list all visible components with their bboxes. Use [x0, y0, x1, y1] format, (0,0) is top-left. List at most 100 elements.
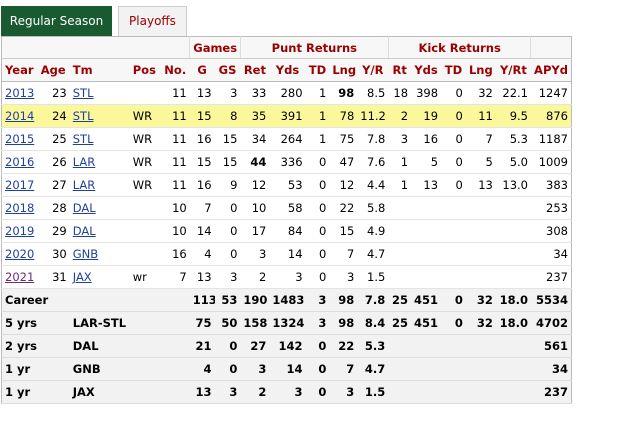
pr-ret-cell: 33 [240, 81, 270, 105]
g-cell: 15 [189, 104, 215, 128]
summary-kr-yds-cell: 451 [411, 311, 442, 335]
col-kr-yds[interactable]: Yds [411, 58, 442, 82]
summary-team [69, 288, 190, 312]
summary-pr-yr-cell: 1.5 [357, 380, 389, 404]
table-row: 2020 30 GNB 16 4 0 3 14 0 7 4.7 34 [1, 242, 572, 266]
team-link[interactable]: STL [72, 86, 94, 100]
summary-pr-yds-cell: 1483 [269, 288, 306, 312]
year-cell: 2018 [1, 196, 37, 220]
summary-kr-td-cell [441, 334, 466, 358]
kr-td-cell [441, 265, 466, 289]
summary-label: 2 yrs [1, 334, 70, 358]
kr-yds-cell: 13 [411, 173, 442, 197]
apyd-cell: 34 [530, 242, 572, 266]
year-link[interactable]: 2017 [5, 178, 35, 192]
pr-ret-cell: 2 [240, 265, 270, 289]
team-link[interactable]: STL [72, 109, 94, 123]
col-pr-lng[interactable]: Lng [329, 58, 358, 82]
year-link[interactable]: 2018 [5, 201, 35, 215]
pr-yds-cell: 53 [269, 173, 306, 197]
summary-team: LAR-STL [69, 311, 190, 335]
number-cell: 10 [160, 196, 190, 220]
year-link[interactable]: 2015 [5, 132, 35, 146]
col-kr-lng[interactable]: Lng [465, 58, 496, 82]
col-age[interactable]: Age [36, 58, 70, 82]
col-pr-yds[interactable]: Yds [269, 58, 306, 82]
apyd-cell: 253 [530, 196, 572, 220]
summary-label: 5 yrs [1, 311, 70, 335]
col-kr-td[interactable]: TD [441, 58, 466, 82]
tab-regular-season[interactable]: Regular Season [1, 6, 112, 36]
col-kr-rt[interactable]: Rt [388, 58, 412, 82]
summary-pr-ret-cell: 27 [240, 334, 270, 358]
kr-td-cell [441, 242, 466, 266]
team-link[interactable]: DAL [72, 224, 96, 238]
g-cell: 7 [189, 196, 215, 220]
summary-kr-td-cell [441, 380, 466, 404]
summary-kr-lng-cell [465, 380, 496, 404]
pr-lng-cell: 78 [329, 104, 358, 128]
team-link[interactable]: DAL [72, 201, 96, 215]
age-cell: 31 [36, 265, 70, 289]
col-gs[interactable]: GS [214, 58, 241, 82]
year-link[interactable]: 2019 [5, 224, 35, 238]
team-link[interactable]: STL [72, 132, 94, 146]
group-blank [1, 36, 190, 59]
col-g[interactable]: G [189, 58, 215, 82]
tab-playoffs[interactable]: Playoffs [118, 6, 187, 36]
table-row: 2014 24 STL WR 11 15 8 35 391 1 78 11.2 2 19 0 11 9.5 876 [1, 104, 572, 128]
pos-cell: WR [129, 150, 161, 174]
summary-pr-lng-cell: 3 [329, 380, 358, 404]
year-cell: 2013 [1, 81, 37, 105]
team-link[interactable]: LAR [72, 178, 96, 192]
summary-kr-td-cell [441, 357, 466, 381]
year-link[interactable]: 2014 [5, 109, 35, 123]
kr-td-cell: 0 [441, 127, 466, 151]
summary-gs-cell: 50 [214, 311, 241, 335]
year-link[interactable]: 2020 [5, 247, 35, 261]
kr-yrt-cell [495, 242, 531, 266]
team-cell: DAL [69, 219, 130, 243]
summary-kr-rt-cell [388, 357, 412, 381]
group-blank-end [530, 36, 572, 59]
team-cell: LAR [69, 150, 130, 174]
summary-team: JAX [69, 380, 190, 404]
kr-rt-cell: 18 [388, 81, 412, 105]
col-apyd[interactable]: APYd [530, 58, 572, 82]
year-cell: 2016 [1, 150, 37, 174]
kr-lng-cell: 13 [465, 173, 496, 197]
col-pr-yr[interactable]: Y/R [357, 58, 389, 82]
summary-pr-yr-cell: 8.4 [357, 311, 389, 335]
year-link[interactable]: 2013 [5, 86, 35, 100]
year-link[interactable]: 2021 [5, 270, 35, 284]
g-cell: 14 [189, 219, 215, 243]
pr-td-cell: 1 [305, 127, 330, 151]
summary-pr-ret-cell: 3 [240, 357, 270, 381]
apyd-cell: 1009 [530, 150, 572, 174]
col-pr-td[interactable]: TD [305, 58, 330, 82]
kr-rt-cell [388, 242, 412, 266]
kr-rt-cell [388, 219, 412, 243]
summary-gs-cell: 0 [214, 357, 241, 381]
team-link[interactable]: GNB [72, 247, 99, 261]
col-pr-ret[interactable]: Ret [240, 58, 270, 82]
kr-yrt-cell: 13.0 [495, 173, 531, 197]
col-kr-yrt[interactable]: Y/Rt [495, 58, 531, 82]
year-cell: 2014 [1, 104, 37, 128]
col-pos[interactable]: Pos [129, 58, 161, 82]
number-cell: 11 [160, 81, 190, 105]
col-number[interactable]: No. [160, 58, 190, 82]
pr-ret-cell: 3 [240, 242, 270, 266]
team-link[interactable]: JAX [72, 270, 92, 284]
gs-cell: 15 [214, 150, 241, 174]
col-team[interactable]: Tm [69, 58, 130, 82]
year-link[interactable]: 2016 [5, 155, 35, 169]
season-rows: 2013 23 STL 11 13 3 33 280 1 98 8.5 18 398 0 32 22.1 124… [1, 81, 572, 289]
group-header-row: Games Punt Returns Kick Returns [1, 36, 572, 59]
kr-yrt-cell [495, 196, 531, 220]
year-cell: 2015 [1, 127, 37, 151]
age-cell: 28 [36, 196, 70, 220]
col-year[interactable]: Year [1, 58, 37, 82]
summary-kr-yrt-cell [495, 334, 531, 358]
team-link[interactable]: LAR [72, 155, 96, 169]
